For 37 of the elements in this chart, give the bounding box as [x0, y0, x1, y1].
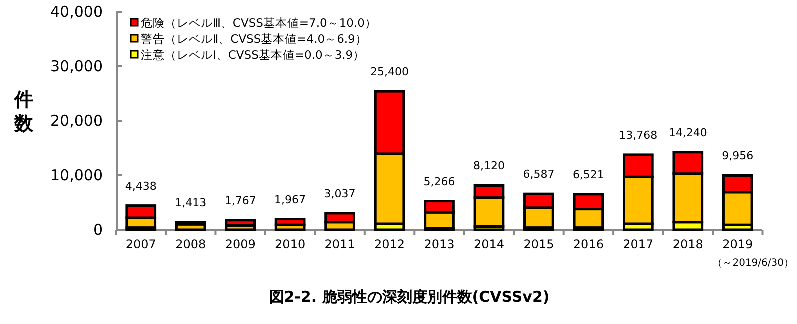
total-label: 6,521: [572, 168, 604, 182]
x-tick-label: 2012: [374, 238, 406, 252]
y-axis-title: 件数: [14, 89, 34, 135]
x-tick-label: 2015: [524, 238, 554, 252]
x-tick-label: 2007: [126, 238, 156, 252]
y-tick-label: 10,000: [50, 166, 103, 184]
total-label: 1,413: [175, 196, 207, 210]
total-label: 5,266: [424, 175, 456, 188]
x-tick-label: 2017: [623, 238, 654, 252]
total-label: 3,037: [324, 187, 356, 200]
total-label: 9,956: [722, 150, 754, 163]
x-tick-label: 2013: [424, 238, 455, 252]
total-label: 1,967: [274, 193, 306, 206]
total-label: 14,240: [668, 126, 708, 140]
total-label: 6,587: [523, 168, 555, 182]
x-tick-label: 2014: [474, 238, 505, 252]
total-label: 25,400: [370, 66, 410, 79]
total-label: 1,767: [224, 194, 256, 208]
text: 図2-2. 脆弱性の深刻度別件数(CVSSv2): [269, 288, 550, 306]
x-tick-label: 2010: [275, 238, 306, 252]
y-tick-label: 20,000: [50, 112, 103, 130]
total-label: 8,120: [473, 160, 505, 173]
total-label: 13,768: [619, 128, 658, 142]
y-tick-label: 0: [93, 220, 103, 239]
x-tick-label: 2009: [225, 238, 256, 252]
x-tick-label: 2018: [672, 238, 704, 252]
x-tick-label: 2019: [722, 238, 754, 252]
legend-label: 危険（レベルⅢ、CVSS基本値=7.0～10.0）: [141, 16, 377, 30]
legend-label: 警告（レベルⅡ、CVSS基本値=4.0～6.9）: [141, 32, 368, 46]
y-tick-label: 30,000: [50, 57, 103, 76]
x-tick-label: 2016: [573, 238, 604, 252]
x-tick-label: 2011: [324, 238, 356, 252]
x-tick-label: 2008: [176, 238, 206, 252]
total-label: 4,438: [125, 180, 157, 193]
legend-label: 注意（レベルⅠ、CVSS基本値=0.0～3.9）: [141, 48, 366, 62]
text: （～2019/6/30）: [712, 258, 794, 269]
y-tick-label: 40,000: [50, 2, 103, 21]
